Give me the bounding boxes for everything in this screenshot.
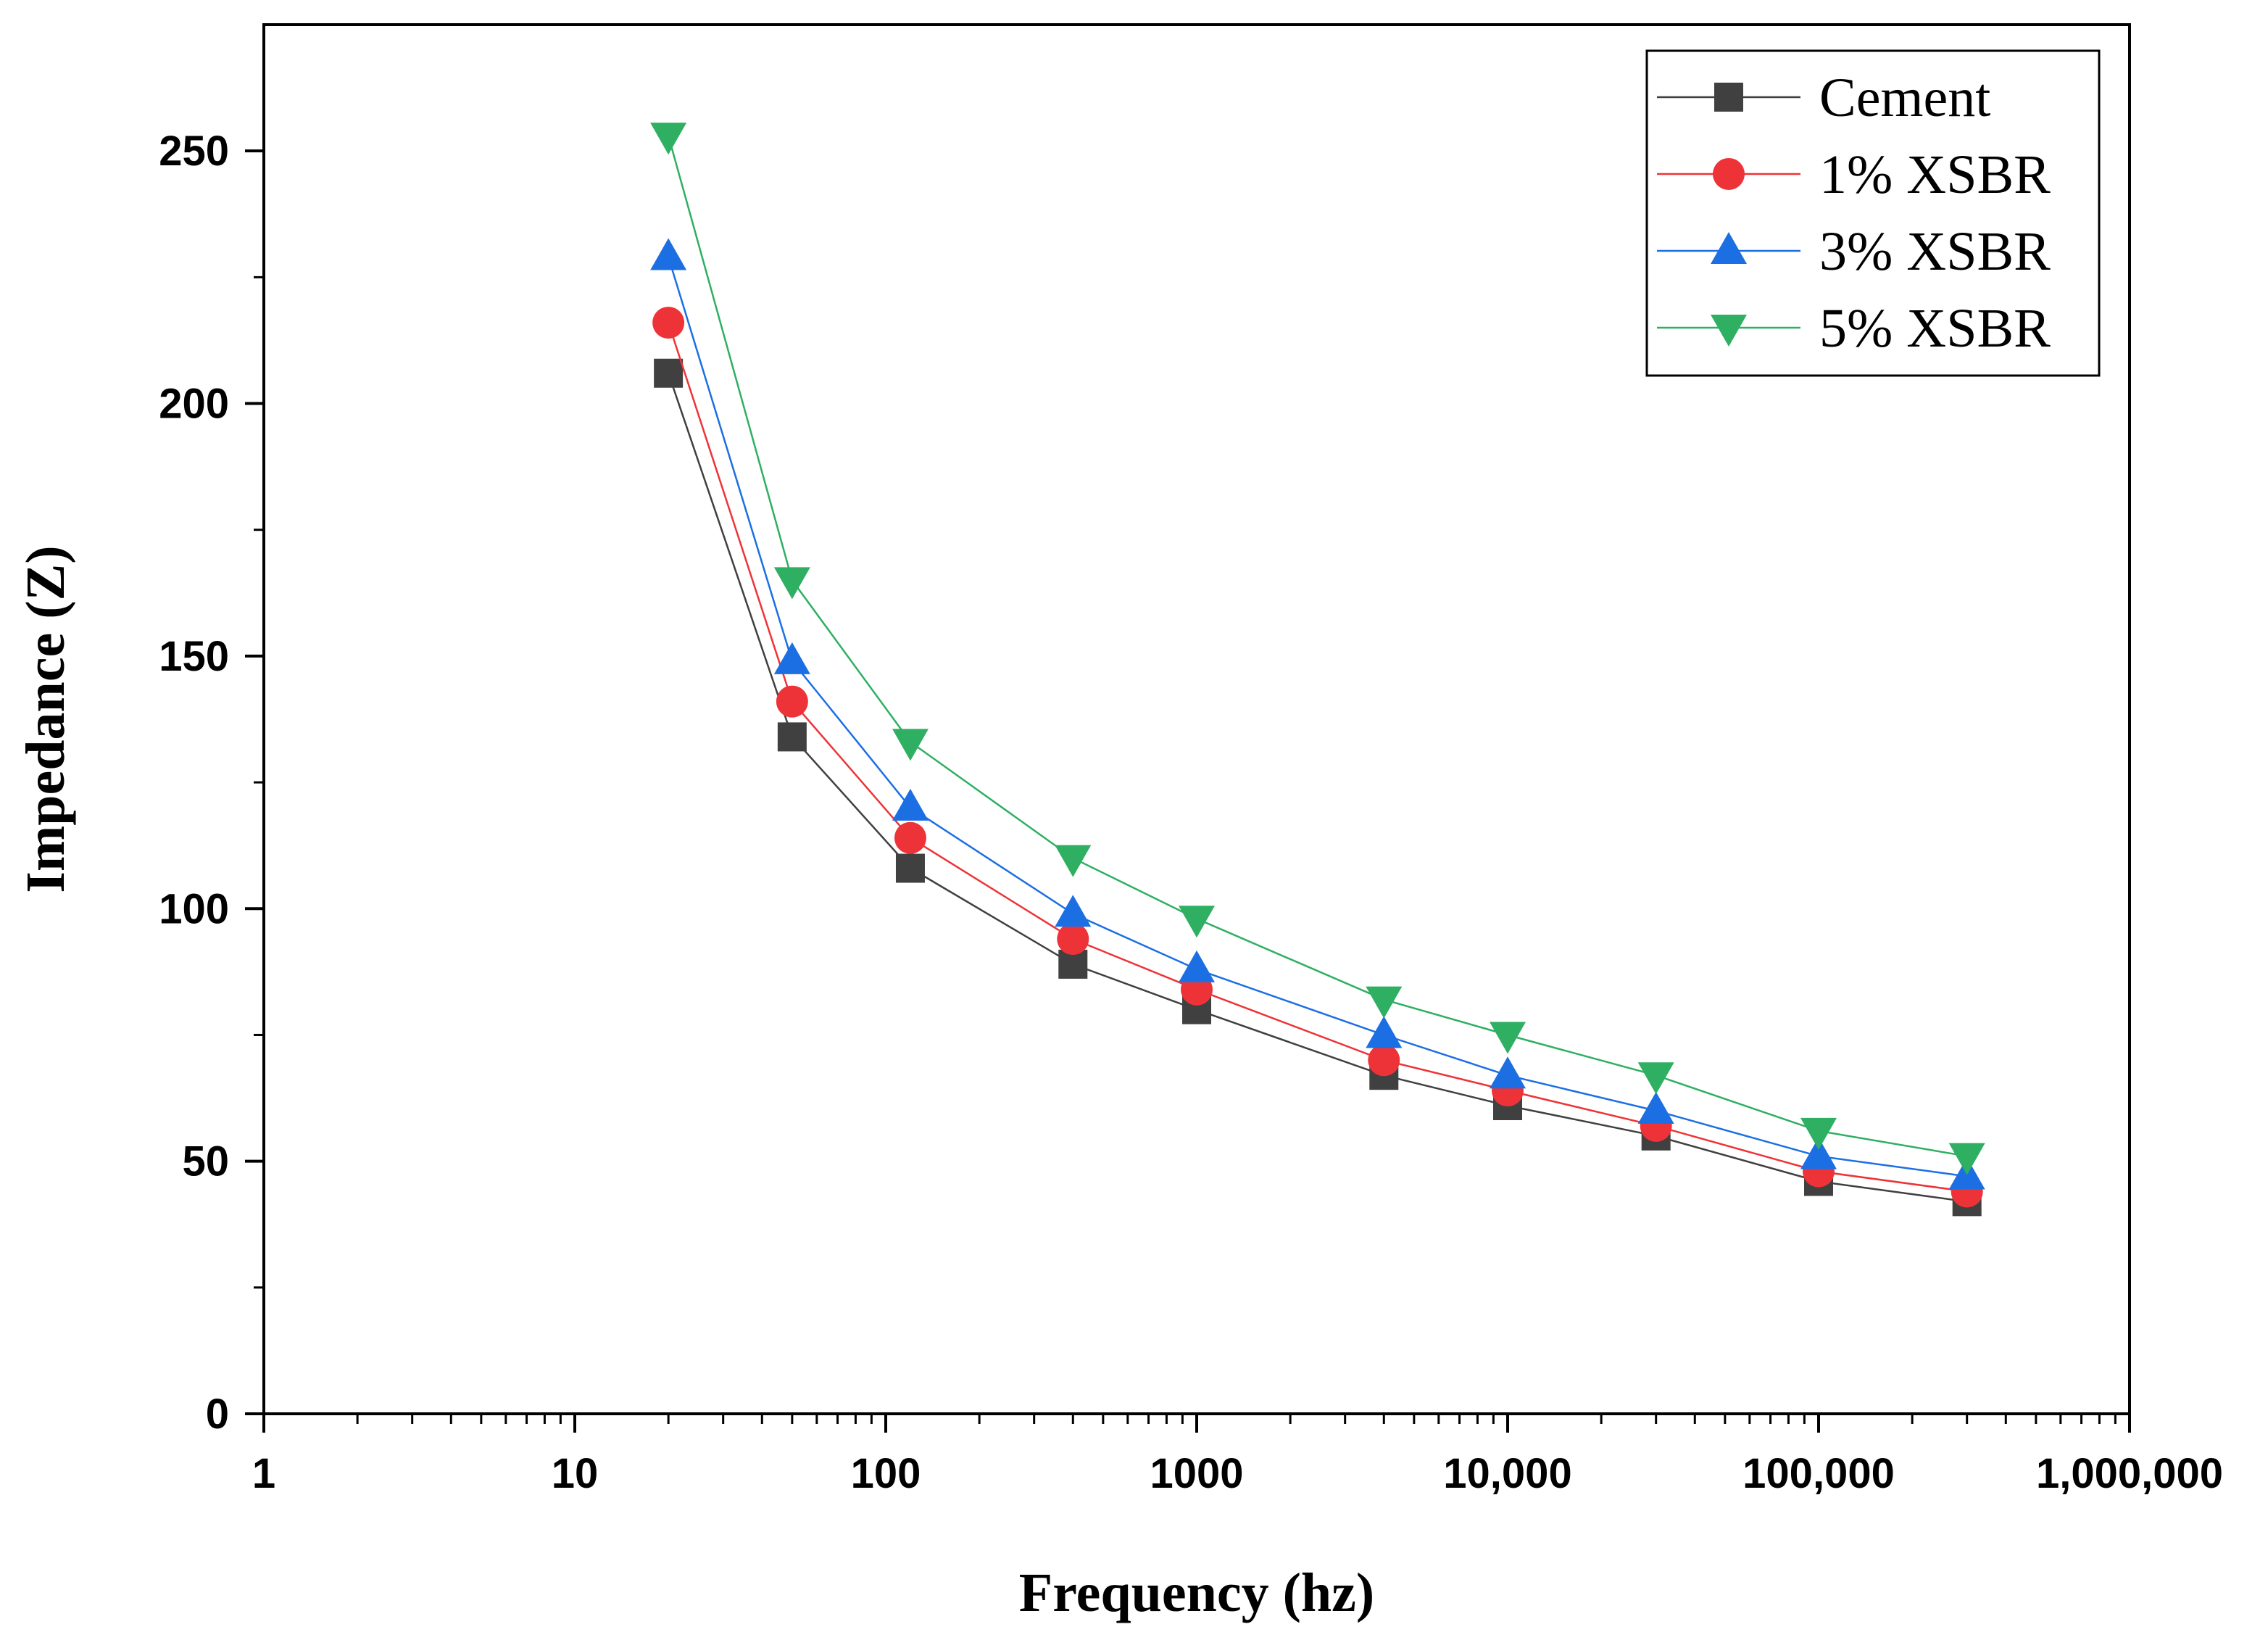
data-point-5pct-xsbr bbox=[1948, 1143, 1985, 1175]
data-point-1pct-xsbr bbox=[1057, 923, 1089, 956]
y-tick-label: 200 bbox=[159, 381, 229, 428]
y-axis: 0 50 100 150 200 250 bbox=[159, 128, 264, 1438]
series-layer bbox=[650, 123, 1985, 1217]
series-line-5pct-xsbr bbox=[667, 135, 1967, 1157]
y-tick-label: 0 bbox=[206, 1391, 229, 1438]
legend-label-1pct-xsbr: 1% XSBR bbox=[1819, 144, 2051, 205]
legend-label-3pct-xsbr: 3% XSBR bbox=[1819, 221, 2051, 282]
legend-marker-cement bbox=[1714, 83, 1743, 112]
data-point-5pct-xsbr bbox=[1800, 1117, 1837, 1150]
legend-marker-3pct-xsbr bbox=[1711, 232, 1747, 264]
series-5pct-xsbr bbox=[650, 123, 1985, 1175]
legend: Cement 1% XSBR 3% XSBR 5% XSBR bbox=[1645, 49, 2101, 377]
y-axis-title: Impedance (Z) bbox=[15, 545, 76, 893]
data-point-5pct-xsbr bbox=[1637, 1062, 1674, 1095]
x-tick-label: 10,000 bbox=[1443, 1450, 1571, 1497]
legend-marker-1pct-xsbr bbox=[1713, 158, 1745, 190]
x-tick-label: 10 bbox=[552, 1450, 599, 1497]
data-point-5pct-xsbr bbox=[1179, 906, 1215, 938]
data-point-1pct-xsbr bbox=[894, 821, 926, 854]
data-point-3pct-xsbr bbox=[1179, 950, 1215, 982]
x-tick-label: 100 bbox=[851, 1450, 921, 1497]
x-axis-title: Frequency (hz) bbox=[1019, 1562, 1374, 1623]
data-point-3pct-xsbr bbox=[1490, 1056, 1526, 1089]
data-point-1pct-xsbr bbox=[652, 307, 685, 339]
data-point-cement bbox=[777, 722, 807, 752]
series-line-3pct-xsbr bbox=[667, 257, 1967, 1177]
data-point-5pct-xsbr bbox=[773, 567, 810, 600]
y-tick-label: 50 bbox=[182, 1138, 229, 1185]
x-tick-label: 1,000,000 bbox=[2036, 1450, 2223, 1497]
data-point-3pct-xsbr bbox=[773, 642, 810, 674]
y-tick-label: 150 bbox=[159, 633, 229, 680]
data-point-cement bbox=[895, 853, 925, 883]
data-point-3pct-xsbr bbox=[650, 238, 687, 270]
y-tick-label: 250 bbox=[159, 128, 229, 175]
x-tick-label: 100,000 bbox=[1742, 1450, 1895, 1497]
data-point-1pct-xsbr bbox=[776, 685, 808, 718]
data-point-3pct-xsbr bbox=[1055, 895, 1092, 927]
data-point-cement bbox=[654, 358, 684, 388]
data-point-3pct-xsbr bbox=[1637, 1091, 1674, 1124]
series-line-cement bbox=[667, 373, 1967, 1203]
x-axis: 1 10 100 1000 10,000 100,000 1,000,000 bbox=[252, 1414, 2223, 1497]
x-tick-label: 1000 bbox=[1150, 1450, 1243, 1497]
data-point-3pct-xsbr bbox=[1366, 1016, 1403, 1048]
data-point-5pct-xsbr bbox=[892, 729, 929, 761]
data-point-5pct-xsbr bbox=[1366, 986, 1403, 1019]
data-point-1pct-xsbr bbox=[1368, 1044, 1400, 1077]
legend-marker-5pct-xsbr bbox=[1711, 315, 1747, 347]
data-point-5pct-xsbr bbox=[1490, 1022, 1526, 1054]
series-line-1pct-xsbr bbox=[667, 322, 1967, 1193]
x-tick-label: 1 bbox=[252, 1450, 275, 1497]
legend-label-5pct-xsbr: 5% XSBR bbox=[1819, 298, 2051, 359]
data-point-3pct-xsbr bbox=[892, 788, 929, 821]
data-point-3pct-xsbr bbox=[1800, 1137, 1837, 1169]
data-point-5pct-xsbr bbox=[1055, 845, 1092, 877]
y-tick-label: 100 bbox=[159, 885, 229, 932]
legend-label-cement: Cement bbox=[1819, 67, 1990, 128]
data-point-5pct-xsbr bbox=[650, 123, 687, 155]
